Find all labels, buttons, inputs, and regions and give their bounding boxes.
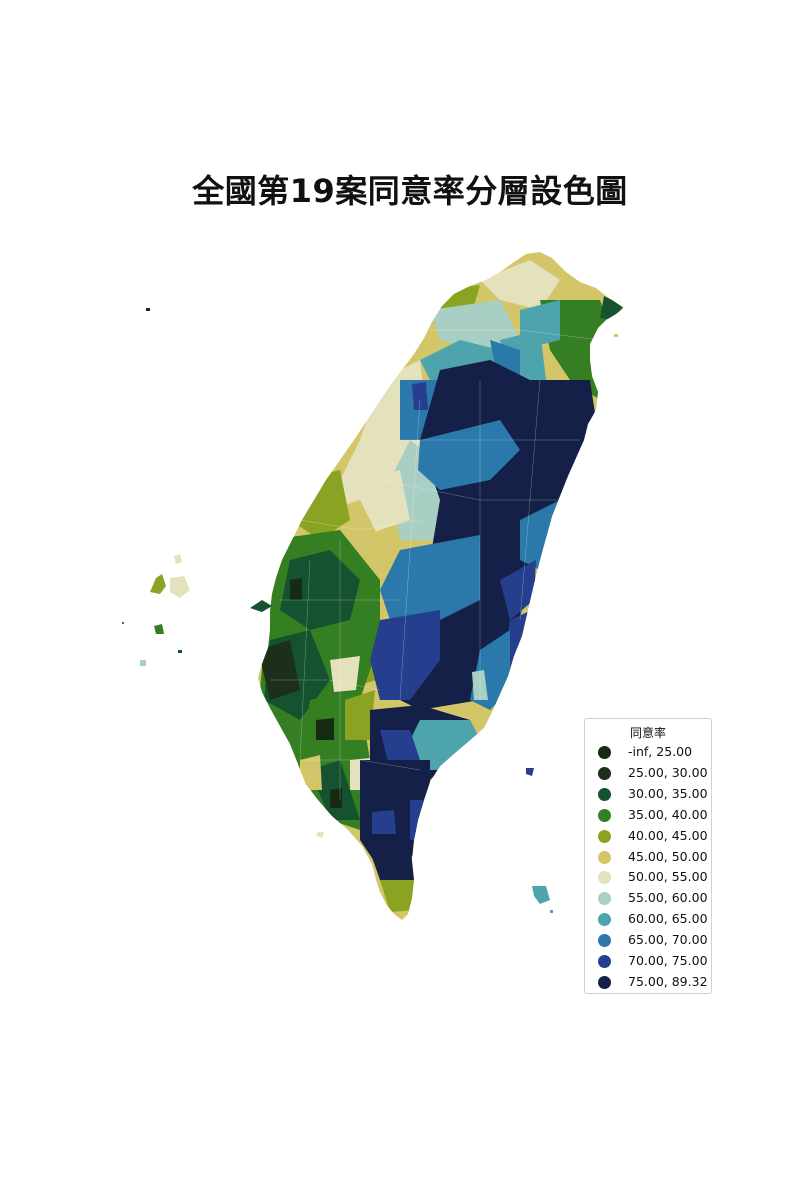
legend-swatch — [598, 746, 611, 759]
legend-label: 40.00, 45.00 — [628, 827, 708, 843]
legend-swatch — [598, 934, 611, 948]
legend-label: 55.00, 60.00 — [628, 890, 708, 906]
legend-label: 70.00, 75.00 — [628, 953, 708, 968]
legend-item: 25.00, 30.00 — [585, 764, 711, 784]
legend-item: 70.00, 75.00 — [585, 952, 711, 972]
legend: 同意率 -inf, 25.00 25.00, 30.00 30.00, 35.00 3… — [584, 718, 712, 994]
legend-swatch — [598, 975, 611, 989]
legend-swatch — [598, 850, 611, 864]
legend-item: 40.00, 45.00 — [585, 827, 711, 847]
outlying-islands — [122, 308, 618, 913]
legend-label: 45.00, 50.00 — [628, 848, 708, 864]
legend-label: 25.00, 30.00 — [628, 764, 708, 780]
legend-title: 同意率 — [629, 726, 666, 740]
legend-item: 75.00, 89.32 — [585, 973, 711, 993]
legend-item: 60.00, 65.00 — [585, 910, 711, 930]
legend-item: 30.00, 35.00 — [585, 785, 711, 805]
legend-swatch — [598, 787, 611, 801]
legend-item: -inf, 25.00 — [585, 743, 711, 763]
legend-swatch — [598, 766, 611, 780]
legend-label: -inf, 25.00 — [628, 744, 693, 759]
legend-item: 65.00, 70.00 — [585, 931, 711, 951]
legend-swatch — [598, 955, 611, 968]
legend-item: 35.00, 40.00 — [585, 806, 711, 826]
legend-label: 50.00, 55.00 — [628, 869, 708, 885]
legend-label: 60.00, 65.00 — [628, 911, 708, 927]
legend-label: 65.00, 70.00 — [628, 932, 708, 948]
legend-label: 30.00, 35.00 — [628, 785, 708, 801]
legend-swatch — [598, 808, 611, 822]
legend-item: 50.00, 55.00 — [585, 868, 711, 888]
legend-swatch — [598, 871, 611, 885]
legend-item: 45.00, 50.00 — [585, 848, 711, 868]
legend-item: 55.00, 60.00 — [585, 889, 711, 909]
legend-swatch — [598, 892, 611, 906]
legend-swatch — [598, 913, 611, 927]
legend-label: 75.00, 89.32 — [628, 973, 708, 989]
map-title: 全國第19案同意率分層設色圖 — [192, 172, 628, 210]
legend-swatch — [598, 829, 611, 843]
legend-label: 35.00, 40.00 — [628, 806, 708, 822]
